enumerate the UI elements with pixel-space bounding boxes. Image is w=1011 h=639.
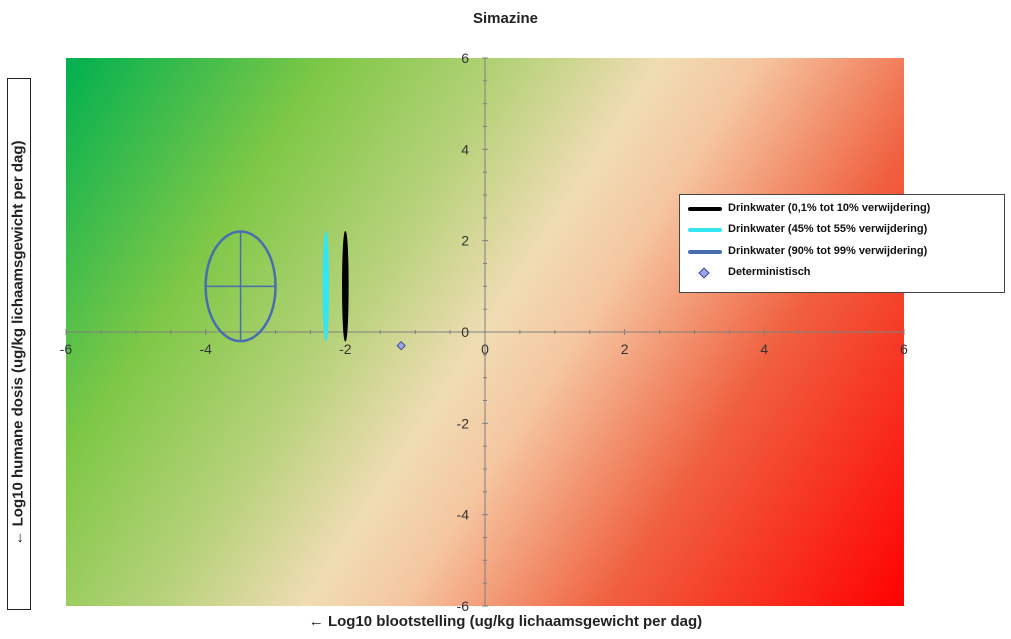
data-point-deterministisch (396, 340, 406, 351)
legend: Drinkwater (0,1% tot 10% verwijdering) D… (679, 194, 1005, 293)
y-tick-label: -6 (457, 598, 470, 614)
x-tick-label: 6 (900, 341, 908, 357)
x-tick-label: -2 (339, 341, 352, 357)
chart-title: Simazine (472, 10, 539, 27)
legend-swatch-blue (688, 250, 722, 254)
legend-item: Deterministisch (688, 263, 1004, 283)
x-axis-label: ← Log10 blootstelling (ug/kg lichaamsgew… (308, 613, 703, 630)
legend-swatch-cyan (688, 228, 722, 232)
x-tick-label: -6 (60, 341, 73, 357)
y-axis-label: ← Log10 humane dosis (ug/kg lichaamsgewi… (9, 140, 27, 546)
x-tick-label: 0 (481, 341, 489, 357)
legend-label: Drinkwater (45% tot 55% verwijdering) (728, 223, 928, 235)
x-tick-label: 2 (621, 341, 629, 357)
legend-swatch-black (688, 207, 722, 211)
series-ellipse-0 (342, 231, 349, 342)
series-ellipse-1 (322, 231, 330, 342)
y-axis-label-frame (7, 78, 31, 610)
legend-label: Deterministisch (728, 266, 811, 278)
y-tick-label: 6 (461, 50, 469, 66)
x-tick-label: -4 (199, 341, 212, 357)
legend-label: Drinkwater (90% tot 99% verwijdering) (728, 245, 928, 257)
y-tick-label: -2 (457, 415, 470, 431)
legend-item: Drinkwater (45% tot 55% verwijdering) (688, 220, 1004, 240)
axes: -6 -4 -2 0 2 4 6 -6 -4 -2 0 2 4 6 (60, 50, 908, 614)
legend-item: Drinkwater (90% tot 99% verwijdering) (688, 242, 1004, 262)
marks (204, 230, 406, 351)
y-tick-label: -4 (457, 507, 470, 523)
diamond-marker-icon (698, 267, 710, 279)
y-tick-label: 2 (461, 233, 469, 249)
x-tick-label: 4 (760, 341, 768, 357)
legend-item: Drinkwater (0,1% tot 10% verwijdering) (688, 199, 1004, 219)
legend-label: Drinkwater (0,1% tot 10% verwijdering) (728, 202, 931, 214)
y-tick-label: 4 (461, 141, 469, 157)
y-tick-label: 0 (461, 324, 469, 340)
